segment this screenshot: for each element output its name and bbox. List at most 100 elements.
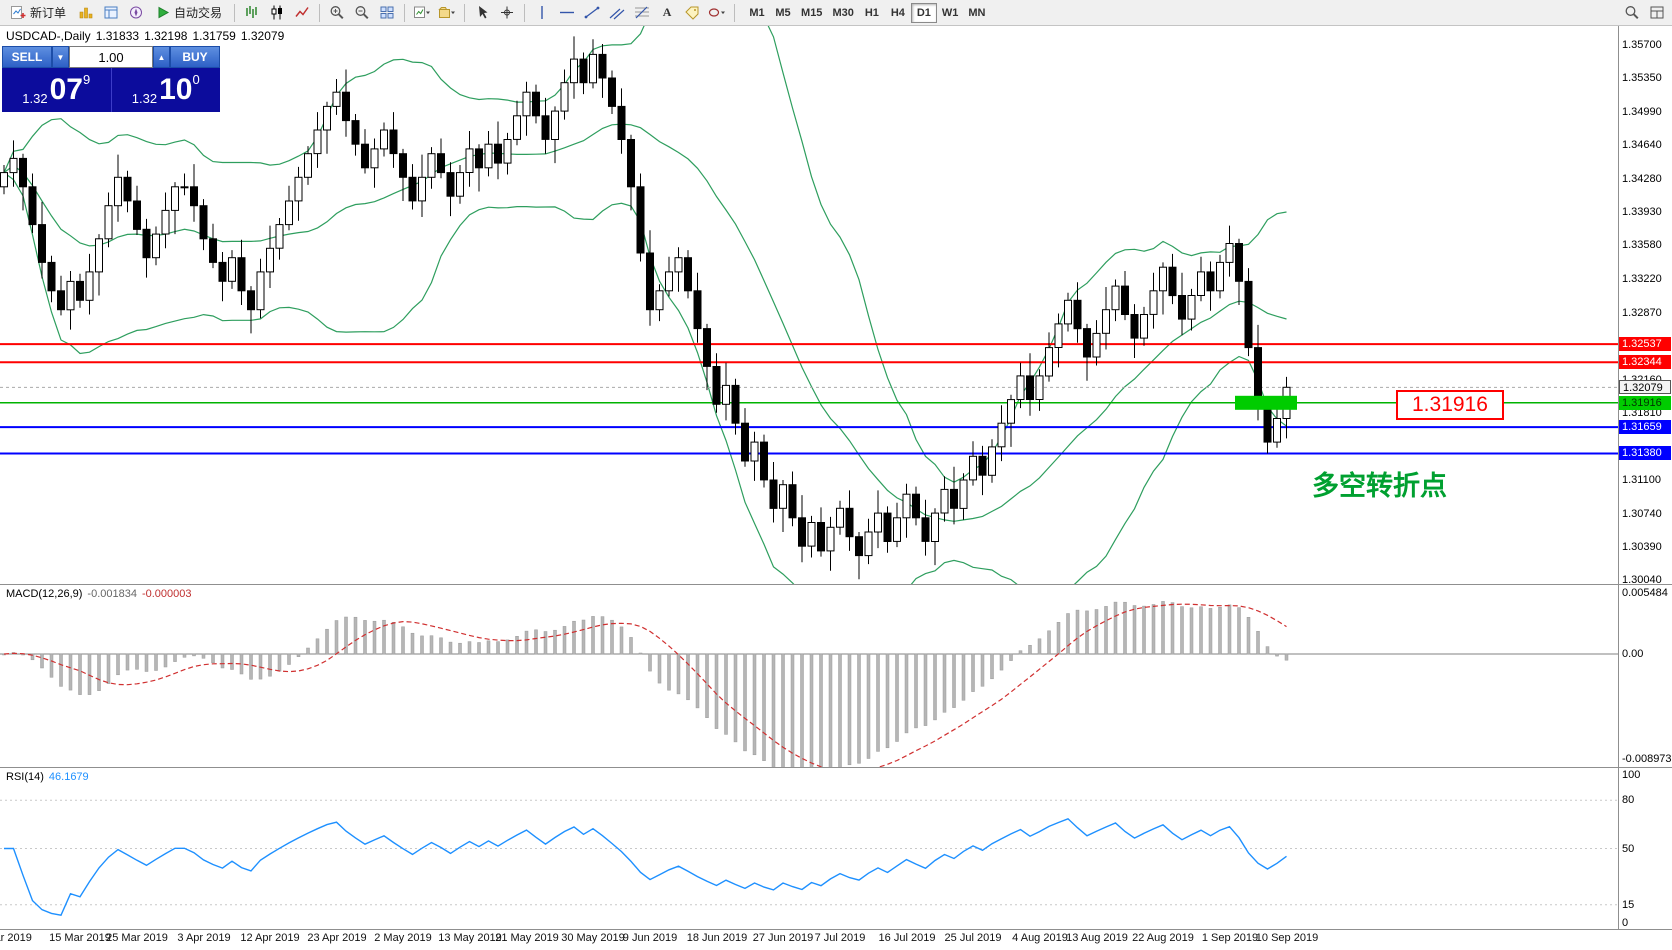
- tf-button-m30[interactable]: M30: [832, 6, 854, 19]
- bid-price-display[interactable]: 1.32 07 9: [2, 68, 111, 112]
- turning-point-annotation[interactable]: 多空转折点: [1312, 471, 1447, 501]
- vertical-line-tool-icon[interactable]: [530, 2, 554, 23]
- toolbar-separator: [404, 3, 406, 22]
- tf-button-m1[interactable]: M1: [749, 6, 765, 19]
- auto-trading-icon: [156, 5, 170, 20]
- volume-down-button[interactable]: ▼: [52, 46, 69, 68]
- bollinger-upper-band: [3, 26, 1287, 483]
- price-tick-label: 1.33220: [1622, 273, 1662, 285]
- ohlc-open: 1.31833: [95, 29, 140, 43]
- timeframe-group: M1 M5 M15 M30 H1 H4 D1 W1 MN: [744, 2, 990, 23]
- macd-panel-canvas[interactable]: [0, 585, 1618, 767]
- tf-button-d1[interactable]: D1: [910, 2, 937, 23]
- time-axis-separator: [0, 929, 1672, 930]
- date-label: 16 Jul 2019: [878, 932, 936, 944]
- tf-button-m5[interactable]: M5: [775, 6, 791, 19]
- one-click-trade-panel: SELL ▼ 1.00 ▲ BUY 1.32 07 9 1.32 10 0: [2, 46, 220, 112]
- fibonacci-tool-icon[interactable]: [630, 2, 654, 23]
- text-label-tool-icon[interactable]: [680, 2, 704, 23]
- text-tool-icon[interactable]: A: [662, 5, 672, 19]
- cursor-icon[interactable]: [470, 2, 494, 23]
- date-label: 5 Mar 2019: [0, 932, 32, 944]
- rsi-panel-canvas[interactable]: [0, 768, 1618, 929]
- shapes-tool-button[interactable]: [705, 2, 729, 23]
- auto-trading-button[interactable]: 自动交易: [149, 1, 229, 24]
- ohlc-close: 1.32079: [240, 29, 285, 43]
- tf-button-m15[interactable]: M15: [801, 6, 823, 19]
- price-tick-label: 1.31100: [1622, 474, 1661, 486]
- macd-signal-line: [3, 603, 1287, 767]
- macd-name: MACD(12,26,9): [6, 588, 83, 600]
- price-tick-label: 1.35700: [1622, 39, 1662, 51]
- price-tick-label: 1.30740: [1622, 508, 1662, 520]
- tf-button-mn[interactable]: MN: [968, 6, 986, 19]
- rsi-axis-50: 50: [1622, 843, 1635, 855]
- zoom-out-icon[interactable]: [350, 2, 374, 23]
- price-tick-label: 1.34640: [1622, 139, 1662, 151]
- volume-input[interactable]: 1.00: [69, 46, 153, 68]
- toolbar-separator: [234, 3, 236, 22]
- profiles-button[interactable]: [435, 2, 459, 23]
- rsi-axis-15: 15: [1622, 899, 1635, 911]
- ohlc-low: 1.31759: [192, 29, 236, 43]
- ask-price-main: 1.32: [131, 91, 158, 106]
- window-layout-icon[interactable]: [1645, 2, 1669, 23]
- date-label: 3 Apr 2019: [177, 932, 231, 944]
- price-tick-label: 1.33930: [1622, 206, 1662, 218]
- macd-axis-min: -0.008973: [1622, 753, 1672, 765]
- date-label: 2 May 2019: [374, 932, 432, 944]
- trendline-tool-icon[interactable]: [580, 2, 604, 23]
- bar-chart-mode-icon[interactable]: [240, 2, 264, 23]
- main-chart-canvas[interactable]: [0, 26, 1618, 584]
- date-label: 9 Jun 2019: [622, 932, 678, 944]
- new-order-icon: [10, 5, 26, 20]
- ask-price-display[interactable]: 1.32 10 0: [110, 68, 221, 112]
- data-window-icon[interactable]: [99, 2, 123, 23]
- macd-panel-splitter[interactable]: [0, 584, 1672, 585]
- bollinger-lower-band: [3, 172, 1287, 584]
- volume-up-button[interactable]: ▲: [153, 46, 170, 68]
- channel-tool-icon[interactable]: [605, 2, 629, 23]
- line-chart-mode-icon[interactable]: [290, 2, 314, 23]
- buy-button[interactable]: BUY: [170, 46, 220, 68]
- tf-button-h4[interactable]: H4: [890, 6, 905, 19]
- price-tick-label: 1.32160: [1622, 374, 1662, 386]
- rsi-axis-0: 0: [1622, 917, 1629, 929]
- date-label: 15 Mar 2019: [49, 932, 111, 944]
- candles-layer: [0, 36, 1291, 580]
- crosshair-icon[interactable]: [495, 2, 519, 23]
- search-icon[interactable]: [1620, 2, 1644, 23]
- date-label: 13 May 2019: [438, 932, 502, 944]
- zoom-in-icon[interactable]: [325, 2, 349, 23]
- date-label: 21 May 2019: [495, 932, 559, 944]
- rsi-panel-splitter[interactable]: [0, 767, 1672, 768]
- macd-axis-max: 0.005484: [1622, 587, 1668, 599]
- rsi-axis-100: 100: [1622, 769, 1641, 781]
- tf-button-w1[interactable]: W1: [941, 6, 959, 19]
- support-zone-highlight[interactable]: [1235, 395, 1297, 410]
- price-line-tag: 1.31380: [1619, 446, 1671, 460]
- toolbar: 新订单 自动交易 A M1 M5 M15 M30 H1 H4 D1 W1 MN: [0, 0, 1672, 26]
- price-line-tag: 1.31916: [1619, 396, 1671, 410]
- navigator-icon[interactable]: [124, 2, 148, 23]
- sell-button[interactable]: SELL: [2, 46, 52, 68]
- chart-title: USDCAD-,Daily 1.31833 1.32198 1.31759 1.3207…: [6, 29, 289, 43]
- toolbar-separator: [524, 3, 526, 22]
- macd-label: MACD(12,26,9) -0.001834 -0.000003: [6, 588, 197, 600]
- date-label: 1 Sep 2019: [1201, 932, 1259, 944]
- ask-price-sup: 0: [192, 72, 200, 87]
- bid-price-main: 1.32: [22, 91, 48, 106]
- tile-windows-icon[interactable]: [375, 2, 399, 23]
- new-order-button[interactable]: 新订单: [3, 1, 73, 24]
- new-chart-button[interactable]: [410, 2, 434, 23]
- price-line-tag: 1.32537: [1619, 337, 1671, 351]
- horizontal-line-tool-icon[interactable]: [555, 2, 579, 23]
- market-watch-icon[interactable]: [74, 2, 98, 23]
- date-label: 25 Jul 2019: [944, 932, 1002, 944]
- chart-area[interactable]: USDCAD-,Daily 1.31833 1.32198 1.31759 1.3207…: [0, 26, 1672, 950]
- date-label: 7 Jul 2019: [814, 932, 866, 944]
- rsi-label: RSI(14) 46.1679: [6, 771, 94, 783]
- price-level-callout[interactable]: 1.31916: [1396, 390, 1504, 420]
- tf-button-h1[interactable]: H1: [864, 6, 879, 19]
- candlestick-mode-icon[interactable]: [265, 2, 289, 23]
